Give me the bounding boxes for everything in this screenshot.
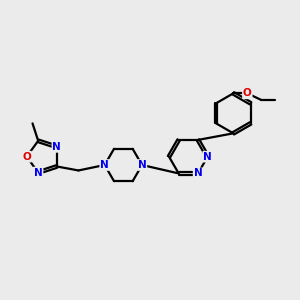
Text: O: O <box>243 88 252 98</box>
Text: N: N <box>138 160 146 170</box>
Text: N: N <box>34 167 43 178</box>
Text: N: N <box>52 142 61 152</box>
Text: N: N <box>100 160 109 170</box>
Text: O: O <box>22 152 31 162</box>
Text: N: N <box>203 152 212 162</box>
Text: N: N <box>194 168 202 178</box>
